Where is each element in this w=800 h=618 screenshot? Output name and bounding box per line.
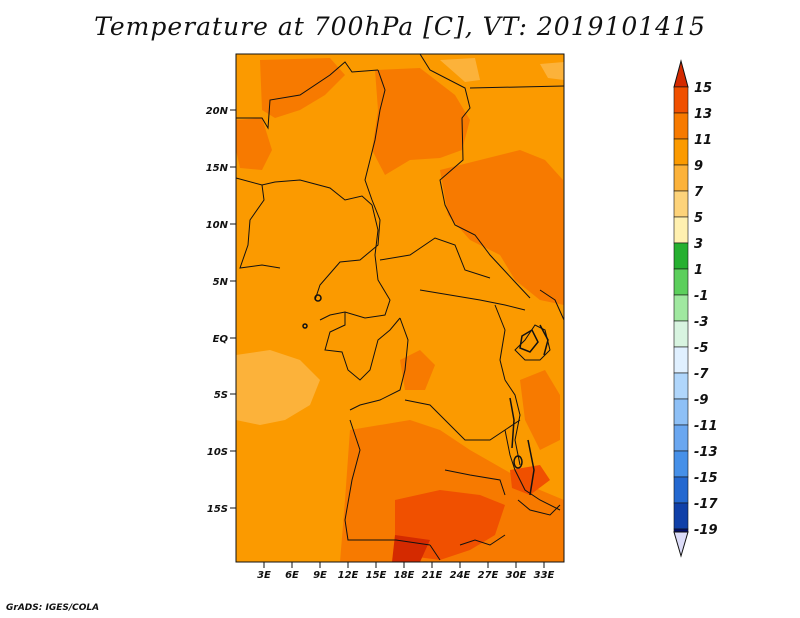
colorbar-swatch [673,398,689,426]
colorbar-label: 11 [694,133,712,148]
colorbar-swatch [673,450,689,478]
colorbar-bottom-triangle [673,531,689,558]
colorbar-swatch [673,502,689,530]
lon-label-33e: 33E [534,570,555,581]
lat-label-15s: 15S [207,504,228,515]
colorbar-label: 1 [694,263,703,278]
lat-label-eq: EQ [213,334,229,345]
colorbar-label: 15 [694,81,712,96]
colorbar-label: 9 [694,159,703,174]
colorbar-swatch [673,190,689,218]
lon-label-18e: 18E [394,570,415,581]
colorbar-label: -1 [694,289,708,304]
lon-label-21e: 21E [422,570,443,581]
map-frame [235,53,565,563]
colorbar-label: -9 [694,393,708,408]
lat-label-20n: 20N [206,106,229,117]
grads-credit: GrADS: IGES/COLA [6,603,100,613]
lon-label-6e: 6E [285,570,299,581]
colorbar-label: -17 [694,497,718,512]
colorbar-swatch [673,86,689,114]
colorbar-label: 3 [694,237,703,252]
colorbar-label: 7 [694,185,704,200]
colorbar-label: 5 [694,211,703,226]
colorbar-swatch [673,268,689,296]
colorbar-label: -5 [694,341,708,356]
colorbar-label: -11 [694,419,718,434]
colorbar-swatch [673,112,689,140]
colorbar-swatch [673,320,689,348]
colorbar-swatch [673,216,689,244]
colorbar-label: -7 [694,367,709,382]
lat-label-10s: 10S [207,447,228,458]
colorbar-top-triangle [673,59,689,88]
political-borders [236,54,564,561]
colorbar-label: -15 [694,471,718,486]
lat-label-5n: 5N [213,277,229,288]
lon-label-12e: 12E [338,570,359,581]
colorbar-swatch [673,476,689,504]
colorbar-swatch [673,372,689,400]
lon-label-15e: 15E [366,570,387,581]
lat-label-5s: 5S [214,390,228,401]
latitude-axis: 20N 15N 10N 5N EQ 5S 10S 15S [206,106,236,515]
longitude-axis: 3E 6E 9E 12E 15E 18E 21E 24E 27E 30E 33E [257,562,555,581]
colorbar: 15 13 11 9 7 5 3 1 -1 -3 -5 -7 -9 -11 -1… [673,59,718,558]
colorbar-swatch [673,424,689,452]
colorbar-label: -13 [694,445,718,460]
temperature-field [236,54,564,562]
colorbar-label: 13 [694,107,712,122]
lon-label-30e: 30E [506,570,527,581]
lat-label-15n: 15N [206,163,229,174]
colorbar-swatch [673,164,689,192]
colorbar-label: -3 [694,315,708,330]
colorbar-swatch [673,294,689,322]
lon-label-24e: 24E [450,570,471,581]
colorbar-swatch [673,242,689,270]
lakes [302,294,549,496]
lon-label-27e: 27E [478,570,499,581]
colorbar-label: -19 [694,523,718,538]
lon-label-9e: 9E [313,570,327,581]
lat-label-10n: 10N [206,220,229,231]
colorbar-swatch [673,346,689,374]
map-title: Temperature at 700hPa [C], VT: 201910141… [94,12,706,41]
lon-label-3e: 3E [257,570,271,581]
colorbar-swatch [673,138,689,166]
